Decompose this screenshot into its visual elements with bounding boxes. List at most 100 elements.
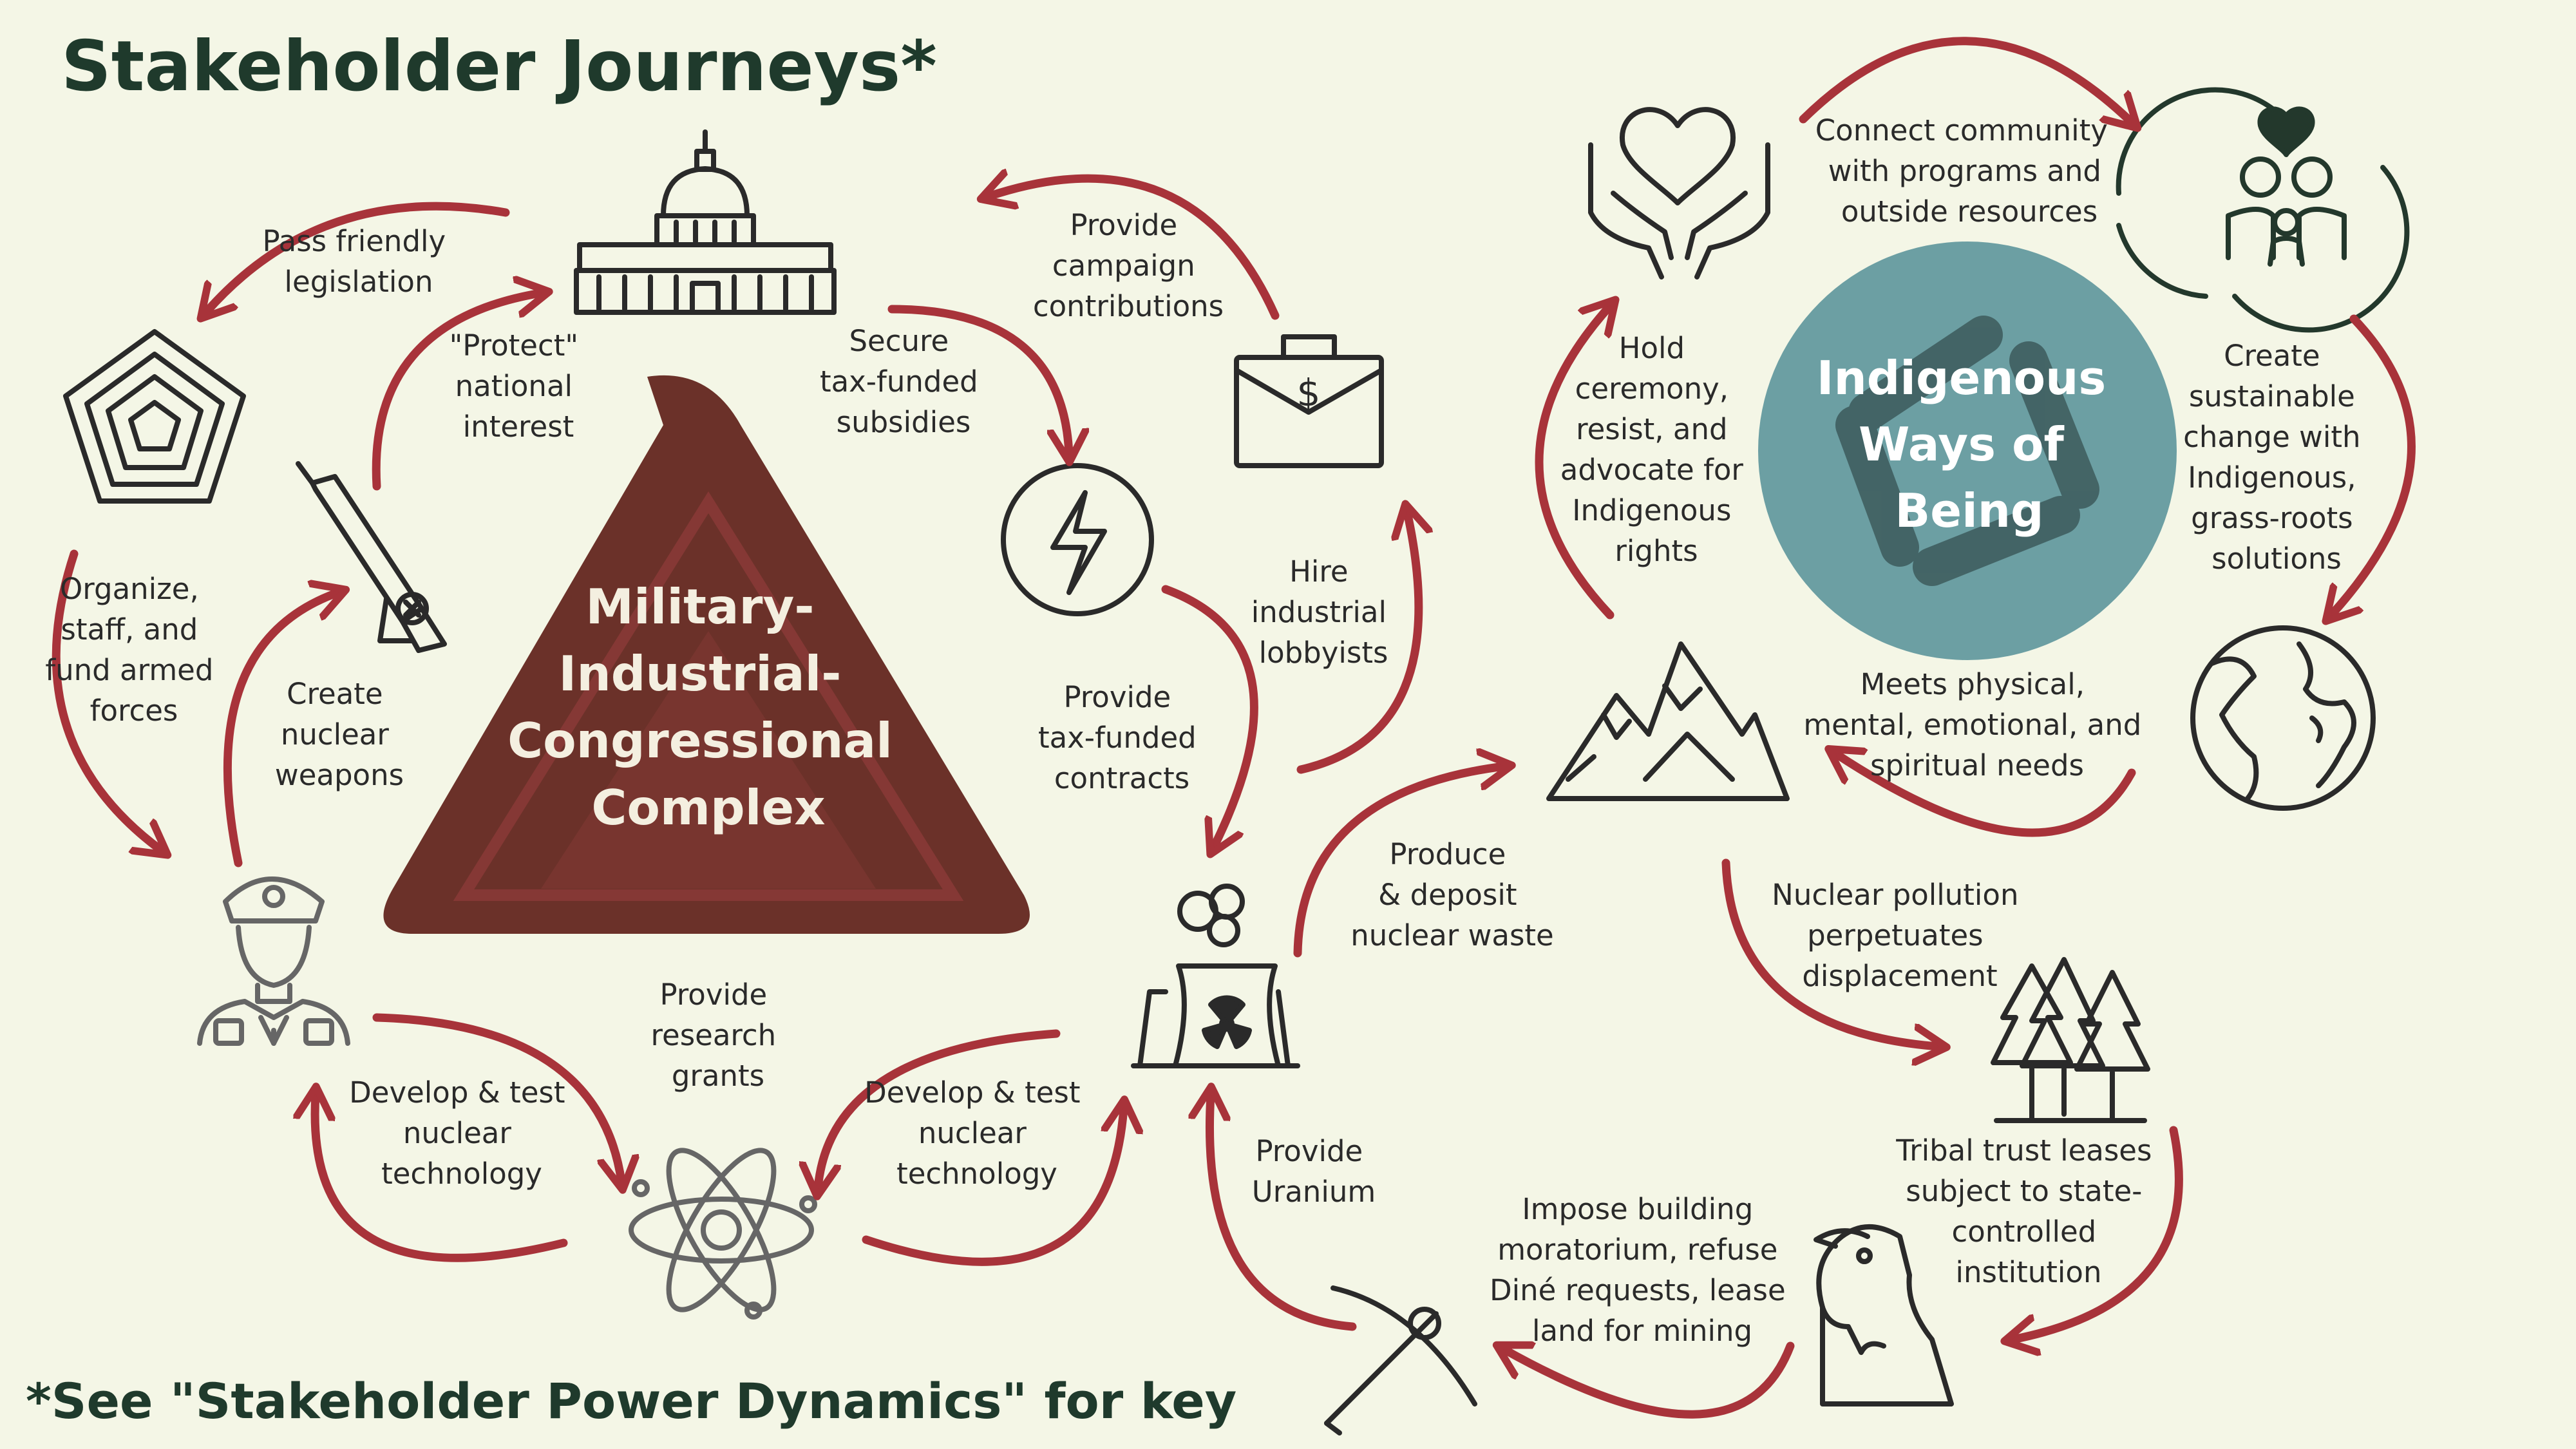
label-line: outside resources [1841, 194, 2098, 229]
label-line: mental, emotional, and [1803, 708, 2141, 742]
eagle-icon [1814, 1224, 1954, 1406]
arrow [2012, 1126, 2183, 1340]
label-line: research [651, 1018, 777, 1052]
label-secure-subsidies: Secure tax-funded subsidies [820, 324, 987, 439]
label-produce-waste: Produce & deposit nuclear waste [1350, 837, 1554, 952]
label-line: Indigenous [1572, 493, 1731, 527]
arrow [1504, 1346, 1795, 1419]
label-line: Connect community [1815, 113, 2108, 147]
arrow [372, 1013, 621, 1182]
arrow [862, 1108, 1124, 1266]
label-develop-test-right: Develop & test nuclear technology [864, 1075, 1090, 1191]
page-title: Stakeholder Journeys* [61, 26, 937, 107]
label-hire-lobbyists: Hire industrial lobbyists [1251, 554, 1396, 670]
label-line: Pass friendly [263, 224, 446, 258]
label-line: institution [1956, 1255, 2102, 1289]
label-line: industrial [1251, 595, 1387, 629]
earth-icon [2190, 625, 2376, 811]
label-provide-uranium: Provide Uranium [1252, 1134, 1376, 1209]
label-line: moratorium, refuse [1497, 1233, 1777, 1267]
heart-hands-icon [1588, 107, 1770, 279]
arrow [1535, 306, 1610, 620]
label-line: perpetuates [1807, 918, 1984, 952]
label-line: Meets physical, [1861, 667, 2085, 701]
label-line: Secure [849, 324, 949, 358]
label-line: Nuclear pollution [1772, 878, 2018, 912]
label-develop-test-left: Develop & test nuclear technology [349, 1075, 574, 1191]
label-provide-contracts: Provide tax-funded contracts [1038, 680, 1206, 795]
label-line: weapons [275, 758, 404, 792]
label-line: Impose building [1522, 1192, 1753, 1226]
center-line: Congressional [507, 712, 893, 769]
label-line: land for mining [1532, 1314, 1752, 1348]
label-line: Provide [1255, 1134, 1363, 1168]
arrow [1296, 512, 1419, 774]
label-line: legislation [285, 265, 433, 299]
label-line: Provide [1070, 208, 1177, 242]
label-line: Create [287, 677, 383, 711]
label-line: change with [2183, 420, 2360, 454]
label-line: Indigenous, [2188, 460, 2356, 495]
mountains-icon [1546, 641, 1790, 801]
arrow [1209, 1095, 1357, 1331]
arrow [887, 305, 1069, 454]
arrow [818, 1029, 1061, 1188]
label-line: Tribal trust leases [1895, 1133, 2152, 1168]
label-line: nuclear [918, 1116, 1027, 1150]
lightning-icon [1001, 463, 1154, 616]
indigenous-line: Ways of [1859, 417, 2065, 471]
label-line: national [455, 369, 573, 403]
label-pass-legislation: Pass friendly legislation [263, 224, 455, 299]
label-line: contributions [1033, 289, 1224, 323]
label-create-sustainable: Create sustainable change with Indigenou… [2183, 339, 2370, 576]
label-line: campaign [1052, 249, 1195, 283]
arrow [372, 293, 541, 491]
label-line: lobbyists [1259, 636, 1388, 670]
label-line: rights [1615, 534, 1698, 568]
label-line: Hire [1289, 554, 1349, 589]
label-line: staff, and [61, 612, 198, 647]
arrow [315, 1095, 568, 1262]
arrow [1799, 37, 2132, 122]
arrow [223, 592, 338, 867]
indigenous-line: Indigenous [1817, 351, 2106, 405]
indigenous-title: Indigenous Ways of Being [1817, 351, 2123, 538]
label-line: & deposit [1378, 878, 1517, 912]
label-line: nuclear waste [1350, 918, 1554, 952]
label-hold-ceremony: Hold ceremony, resist, and advocate for … [1560, 331, 1752, 568]
label-line: Produce [1389, 837, 1506, 871]
arrow [206, 202, 510, 312]
flow-arrows [52, 37, 2416, 1419]
label-tribal-trust: Tribal trust leases subject to state- co… [1895, 1133, 2161, 1289]
arrow [1293, 766, 1504, 958]
label-line: interest [463, 410, 574, 444]
label-line: Create [2224, 339, 2320, 373]
label-line: with programs and [1828, 154, 2101, 188]
arrow [52, 549, 161, 850]
label-line: Organize, [60, 572, 199, 606]
center-line: Military- [585, 578, 814, 635]
arrow [1161, 585, 1258, 847]
label-line: Uranium [1252, 1175, 1376, 1209]
label-line: Develop & test [349, 1075, 565, 1110]
label-line: "Protect" [450, 328, 579, 363]
label-line: contracts [1054, 761, 1189, 795]
center-title: Military- Industrial- Congressional Comp… [507, 578, 909, 836]
label-line: technology [896, 1157, 1057, 1191]
label-line: controlled [1951, 1215, 2096, 1249]
atom-icon [629, 1148, 817, 1320]
pickaxe-icon [1324, 1285, 1477, 1435]
label-line: nuclear [281, 717, 390, 752]
label-nuclear-pollution: Nuclear pollution perpetuates displaceme… [1772, 878, 2028, 993]
soldier-icon [197, 876, 350, 1046]
label-line: solutions [2211, 542, 2342, 576]
label-line: nuclear [403, 1116, 512, 1150]
power-plant-icon [1131, 884, 1300, 1068]
label-line: displacement [1802, 959, 1997, 993]
label-line: resist, and [1576, 412, 1728, 446]
arrow [1721, 858, 1938, 1046]
label-research-grants: Provide research grants [651, 978, 786, 1093]
label-organize-forces: Organize, staff, and fund armed forces [45, 572, 222, 728]
label-line: advocate for [1560, 453, 1744, 487]
